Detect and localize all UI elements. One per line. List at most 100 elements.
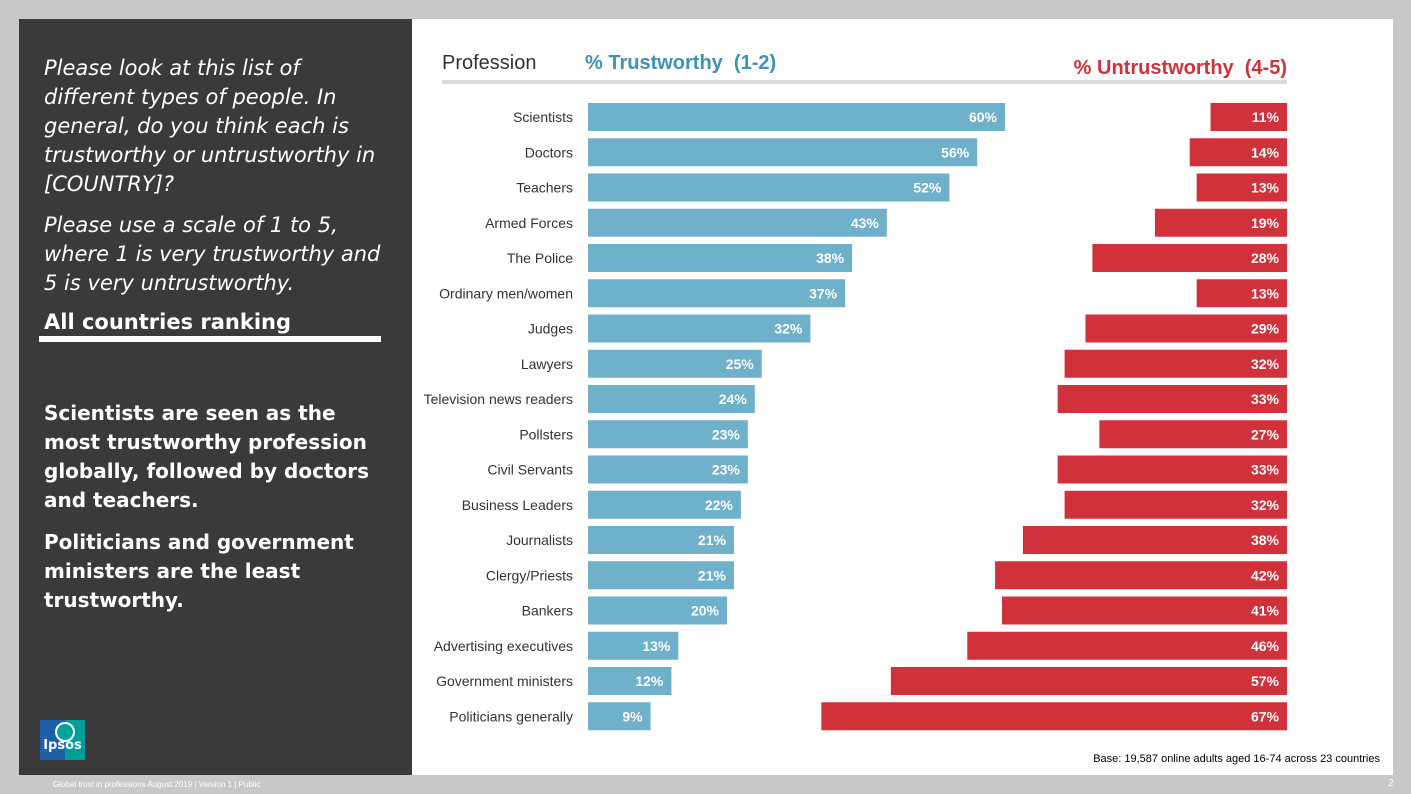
footer-text: Global trust in professions August 2019 … <box>53 780 261 789</box>
trust-value-label: 24% <box>719 391 748 407</box>
trust-bar <box>588 561 734 590</box>
untrust-bar <box>1189 138 1287 167</box>
trust-value-label: 38% <box>816 250 845 266</box>
category-label: Politicians generally <box>449 708 573 724</box>
scale-instruction: Please use a scale of 1 to 5, where 1 is… <box>44 213 381 295</box>
trust-value-label: 13% <box>642 638 671 654</box>
untrust-value-label: 41% <box>1251 603 1280 619</box>
trust-value-label: 20% <box>691 603 720 619</box>
category-label: Business Leaders <box>462 497 573 513</box>
chart-panel: Profession % Trustworthy (1-2) % Untrust… <box>412 19 1393 775</box>
untrust-value-label: 14% <box>1251 144 1280 160</box>
untrust-bar <box>1022 526 1287 554</box>
base-note: Base: 19,587 online adults aged 16-74 ac… <box>1093 753 1380 765</box>
untrust-value-label: 57% <box>1251 673 1280 689</box>
category-label: Judges <box>528 321 573 337</box>
trust-bar <box>588 596 727 625</box>
trust-bar <box>588 279 846 308</box>
untrust-value-label: 67% <box>1251 708 1280 724</box>
untrust-value-label: 13% <box>1251 285 1280 301</box>
untrust-bar <box>890 667 1287 695</box>
trust-value-label: 52% <box>913 180 942 196</box>
category-label: The Police <box>507 250 573 266</box>
untrust-value-label: 42% <box>1251 567 1280 583</box>
summary-top: Scientists are seen as the most trustwor… <box>44 401 369 512</box>
untrust-value-label: 13% <box>1251 180 1280 196</box>
untrust-bar <box>1057 455 1287 484</box>
trust-value-label: 60% <box>969 109 998 125</box>
question-panel: Please look at this list of different ty… <box>19 19 412 775</box>
untrust-bar <box>821 702 1287 731</box>
untrust-bar <box>1154 208 1287 237</box>
trust-value-label: 23% <box>712 426 741 442</box>
header-profession: Profession <box>442 52 537 74</box>
trust-value-label: 37% <box>809 285 838 301</box>
question-text: Please look at this list of different ty… <box>44 56 376 196</box>
untrust-bar <box>1099 420 1287 449</box>
untrust-value-label: 33% <box>1251 391 1280 407</box>
trust-bar <box>588 103 1005 131</box>
trust-bar <box>588 173 950 202</box>
trust-bar <box>588 208 887 237</box>
untrust-value-label: 11% <box>1252 109 1280 125</box>
category-label: Lawyers <box>521 356 573 372</box>
trust-bar <box>588 385 755 413</box>
untrust-bar <box>1085 314 1287 343</box>
category-label: Journalists <box>506 532 573 548</box>
untrust-bar <box>1057 385 1287 413</box>
untrust-bar <box>1196 279 1287 308</box>
ranking-underline <box>39 336 381 342</box>
trust-bar <box>588 420 748 449</box>
untrust-bar <box>1064 490 1287 519</box>
untrust-value-label: 19% <box>1251 215 1280 231</box>
trust-bar <box>588 667 672 695</box>
ipsos-logo-icon <box>40 720 85 760</box>
trust-chart: Profession % Trustworthy (1-2) % Untrust… <box>424 52 1381 765</box>
trust-bar <box>588 244 853 272</box>
trust-value-label: 21% <box>698 532 727 548</box>
category-label: Teachers <box>516 180 573 196</box>
trust-value-label: 43% <box>851 215 880 231</box>
page-number: 2 <box>1388 778 1394 789</box>
untrust-bar <box>1196 173 1287 202</box>
untrust-value-label: 33% <box>1251 462 1280 478</box>
trust-value-label: 32% <box>774 321 803 337</box>
untrust-bar <box>1210 103 1287 131</box>
trust-bar <box>588 349 762 378</box>
trust-bar <box>588 702 651 731</box>
header-trustworthy: % Trustworthy (1-2) <box>585 52 776 74</box>
trust-bar <box>588 490 741 519</box>
untrust-value-label: 32% <box>1251 356 1280 372</box>
untrust-value-label: 29% <box>1251 321 1280 337</box>
trust-value-label: 12% <box>635 673 664 689</box>
category-label: Bankers <box>522 603 573 619</box>
category-label: Advertising executives <box>434 638 573 654</box>
untrust-bar <box>1002 596 1287 625</box>
ranking-label: All countries ranking <box>44 310 292 334</box>
untrust-value-label: 46% <box>1251 638 1280 654</box>
untrust-value-label: 38% <box>1251 532 1280 548</box>
category-label: Scientists <box>513 109 573 125</box>
untrust-value-label: 28% <box>1251 250 1280 266</box>
category-label: Civil Servants <box>487 462 573 478</box>
trust-bar <box>588 138 978 167</box>
untrust-bar <box>967 631 1287 660</box>
ipsos-logo: Ipsos <box>40 720 85 760</box>
trust-value-label: 9% <box>622 708 643 724</box>
untrust-value-label: 32% <box>1251 497 1280 513</box>
trust-bar <box>588 314 811 343</box>
trust-value-label: 56% <box>941 144 970 160</box>
untrust-bar <box>995 561 1287 590</box>
trust-value-label: 22% <box>705 497 734 513</box>
trust-value-label: 23% <box>712 462 741 478</box>
trust-bar <box>588 455 748 484</box>
category-label: Government ministers <box>436 673 573 689</box>
header-untrustworthy: % Untrustworthy (4-5) <box>1074 57 1287 79</box>
untrust-value-label: 27% <box>1251 426 1280 442</box>
untrust-bar <box>1092 244 1287 272</box>
trust-bar <box>588 526 734 554</box>
trust-value-label: 25% <box>726 356 755 372</box>
summary-bottom: Politicians and government ministers are… <box>44 530 354 612</box>
category-label: Armed Forces <box>485 215 573 231</box>
category-label: Clergy/Priests <box>486 567 573 583</box>
